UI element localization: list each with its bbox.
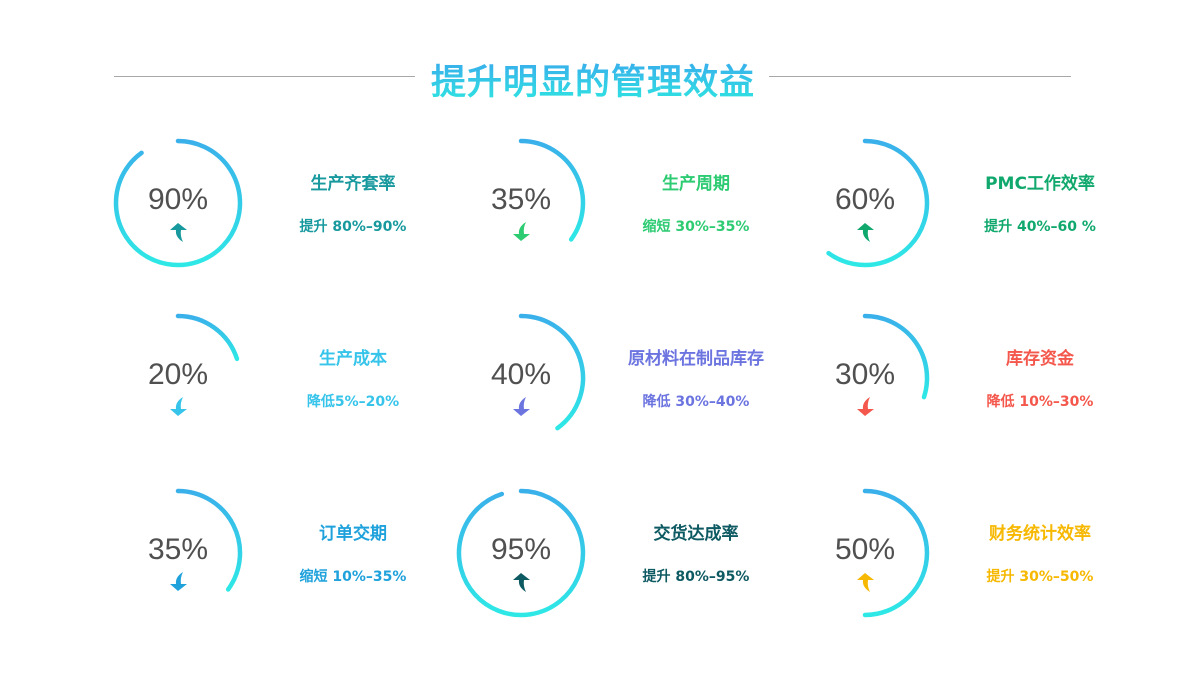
metric-description: 提升 40%–60 % (984, 219, 1096, 235)
progress-arc (456, 488, 586, 618)
metric-card: 95% 交货达成率 提升 80%–95% (451, 483, 771, 633)
percent-value: 95% (490, 533, 552, 566)
progress-ring (175, 313, 240, 362)
metric-label: 原材料在制品库存 (628, 349, 764, 369)
progress-arc (113, 138, 243, 268)
metric-label: 订单交期 (319, 524, 387, 544)
progress-arc (175, 313, 240, 362)
progress-ring (175, 488, 243, 592)
arrow-up-icon (857, 573, 874, 592)
metric-label: 财务统计效率 (989, 524, 1091, 544)
progress-ring (862, 313, 930, 400)
progress-arc (518, 138, 586, 242)
progress-arc (862, 313, 930, 400)
metric-card: 90% 生产齐套率 提升 80%–90% (108, 133, 428, 283)
metric-description: 降低 10%–30% (986, 394, 1094, 410)
percent-value: 90% (147, 183, 209, 216)
metric-card: 20% 生产成本 降低5%–20% (108, 308, 428, 458)
metric-label: PMC工作效率 (985, 174, 1095, 194)
metric-card: 35% 订单交期 缩短 10%–35% (108, 483, 428, 633)
arrow-down-icon (513, 397, 530, 416)
metric-card: 30% 库存资金 降低 10%–30% (795, 308, 1115, 458)
metric-label: 库存资金 (1006, 349, 1074, 369)
arrow-up-icon (170, 223, 187, 242)
metric-description: 缩短 30%–35% (642, 219, 750, 235)
metric-description: 缩短 10%–35% (299, 569, 407, 585)
metric-label: 生产成本 (319, 349, 387, 369)
page-title: 提升明显的管理效益 (0, 54, 1186, 105)
arrow-down-icon (170, 397, 187, 416)
arrow-down-icon (857, 397, 874, 416)
percent-value: 60% (834, 183, 896, 216)
arrow-down-icon (170, 572, 187, 591)
progress-ring (826, 138, 930, 268)
title-divider-right (769, 76, 1071, 77)
metric-description: 降低5%–20% (306, 394, 400, 410)
arrow-down-icon (513, 222, 530, 241)
progress-arc (826, 138, 930, 268)
progress-ring (456, 488, 586, 618)
title-divider-left (114, 76, 415, 77)
progress-ring (518, 138, 586, 242)
metric-description: 降低 30%–40% (642, 394, 750, 410)
percent-value: 35% (147, 533, 209, 566)
metric-card: 40% 原材料在制品库存 降低 30%–40% (451, 308, 771, 458)
progress-arc (175, 488, 243, 592)
metric-label: 交货达成率 (653, 524, 739, 544)
metric-card: 35% 生产周期 缩短 30%–35% (451, 133, 771, 283)
percent-value: 30% (834, 358, 896, 391)
percent-value: 20% (147, 358, 209, 391)
arrow-up-icon (857, 223, 874, 242)
percent-value: 35% (490, 183, 552, 216)
progress-ring (113, 138, 243, 268)
percent-value: 40% (490, 358, 552, 391)
metric-description: 提升 30%–50% (986, 569, 1094, 585)
metric-card: 60% PMC工作效率 提升 40%–60 % (795, 133, 1115, 283)
metric-label: 生产周期 (662, 174, 730, 194)
metric-description: 提升 80%–95% (642, 569, 750, 585)
progress-ring (862, 488, 930, 618)
percent-value: 50% (834, 533, 896, 566)
arrow-up-icon (513, 573, 530, 592)
metric-label: 生产齐套率 (310, 174, 396, 194)
metric-description: 提升 80%–90% (299, 219, 407, 235)
progress-ring (518, 313, 586, 431)
progress-arc (862, 488, 930, 618)
progress-arc (518, 313, 586, 431)
metric-card: 50% 财务统计效率 提升 30%–50% (795, 483, 1115, 633)
